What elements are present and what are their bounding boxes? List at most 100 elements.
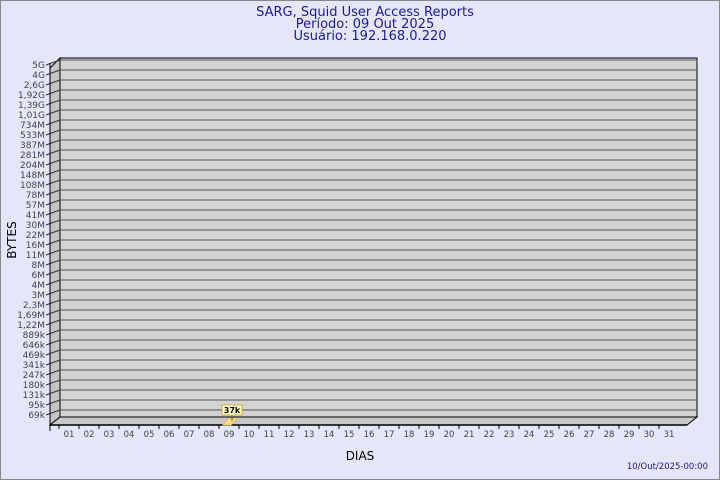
x-tick-label: 13 [304,430,315,440]
y-tick [45,329,61,336]
y-tick-label: 281M [20,151,45,161]
chart-period: Período: 09 Out 2025 [296,17,434,32]
y-tick-label: 2,3M [23,301,45,311]
y-tick [45,279,61,286]
y-tick [45,409,61,416]
y-tick [45,169,61,176]
y-tick [45,399,61,406]
y-tick-label: 247k [23,371,46,381]
y-tick-label: 204M [20,161,45,171]
y-tick-label: 5G [32,61,45,71]
x-tick-label: 23 [504,430,515,440]
y-tick [45,349,61,356]
y-tick [45,299,61,306]
x-tick-label: 20 [444,430,455,440]
x-tick-label: 09 [224,430,235,440]
y-tick-label: 889k [23,331,46,341]
x-tick-label: 15 [344,430,355,440]
y-tick [45,129,61,136]
y-tick-label: 1,69M [17,311,45,321]
y-tick-label: 341k [23,361,46,371]
y-tick-label: 3M [32,291,46,301]
y-tick [45,389,61,396]
bar-label-box [221,404,243,416]
x-tick-label: 08 [204,430,215,440]
x-tick-label: 10 [244,430,255,440]
x-tick-label: 05 [144,430,155,440]
x-tick-label: 24 [524,430,535,440]
y-tick [45,219,61,226]
bar-day-09 [221,417,239,426]
y-tick [45,159,61,166]
y-tick [45,209,61,216]
y-tick-label: 469k [23,351,46,361]
y-tick-label: 11M [26,251,45,261]
y-tick [45,199,61,206]
back-wall [59,57,698,418]
y-tick [45,319,61,326]
x-tick-label: 27 [584,430,595,440]
y-tick-label: 4M [32,281,46,291]
y-tick [45,69,61,76]
y-tick [45,189,61,196]
y-tick [45,149,61,156]
y-tick [45,59,61,66]
x-tick-label: 26 [564,430,575,440]
y-tick-label: 2,6G [24,81,45,91]
y-tick-label: 180k [23,381,46,391]
x-tick-label: 28 [604,430,615,440]
y-tick-label: 1,22M [17,321,45,331]
x-tick-label: 29 [624,430,635,440]
y-tick-label: 387M [20,141,45,151]
y-tick-label: 16M [26,241,45,251]
y-tick [45,239,61,246]
x-tick-label: 17 [384,430,395,440]
y-tick [45,249,61,256]
y-tick-label: 22M [26,231,45,241]
y-axis-label: BYTES [5,221,19,258]
y-tick [45,289,61,296]
y-tick [45,369,61,376]
y-tick [45,179,61,186]
x-tick-label: 06 [164,430,175,440]
y-tick [45,359,61,366]
y-tick-label: 533M [20,131,45,141]
y-tick-label: 108M [20,181,45,191]
y-tick [45,79,61,86]
bar-data-label: 37k [224,406,241,415]
y-tick-label: 1,92G [18,91,45,101]
y-tick-label: 30M [26,221,45,231]
x-tick-label: 02 [84,430,95,440]
y-tick [45,269,61,276]
y-tick-label: 8M [32,261,46,271]
y-tick-label: 41M [26,211,45,221]
y-tick-label: 131k [23,391,46,401]
x-tick-label: 19 [424,430,435,440]
y-tick [45,89,61,96]
chart-user: Usuário: 192.168.0.220 [293,29,446,44]
y-tick-label: 4G [32,71,45,81]
y-tick [45,119,61,126]
y-tick [45,99,61,106]
x-tick-label: 01 [64,430,75,440]
floor [48,416,699,426]
y-tick [45,339,61,346]
y-tick-label: 1,39G [18,101,45,111]
footer-timestamp: 10/Out/2025-00:00 [627,462,708,472]
y-tick-label: 57M [26,201,45,211]
x-tick-label: 21 [464,430,475,440]
x-tick-label: 30 [644,430,655,440]
x-tick-label: 14 [324,430,335,440]
y-tick [45,379,61,386]
x-tick-label: 07 [184,430,195,440]
y-tick-label: 646k [23,341,46,351]
x-tick-label: 18 [404,430,415,440]
x-tick-label: 03 [104,430,115,440]
y-tick-label: 734M [20,121,45,131]
x-tick-label: 22 [484,430,495,440]
x-tick-label: 31 [664,430,675,440]
y-tick [45,309,61,316]
x-tick-label: 11 [264,430,275,440]
x-axis-label: DIAS [346,449,375,463]
